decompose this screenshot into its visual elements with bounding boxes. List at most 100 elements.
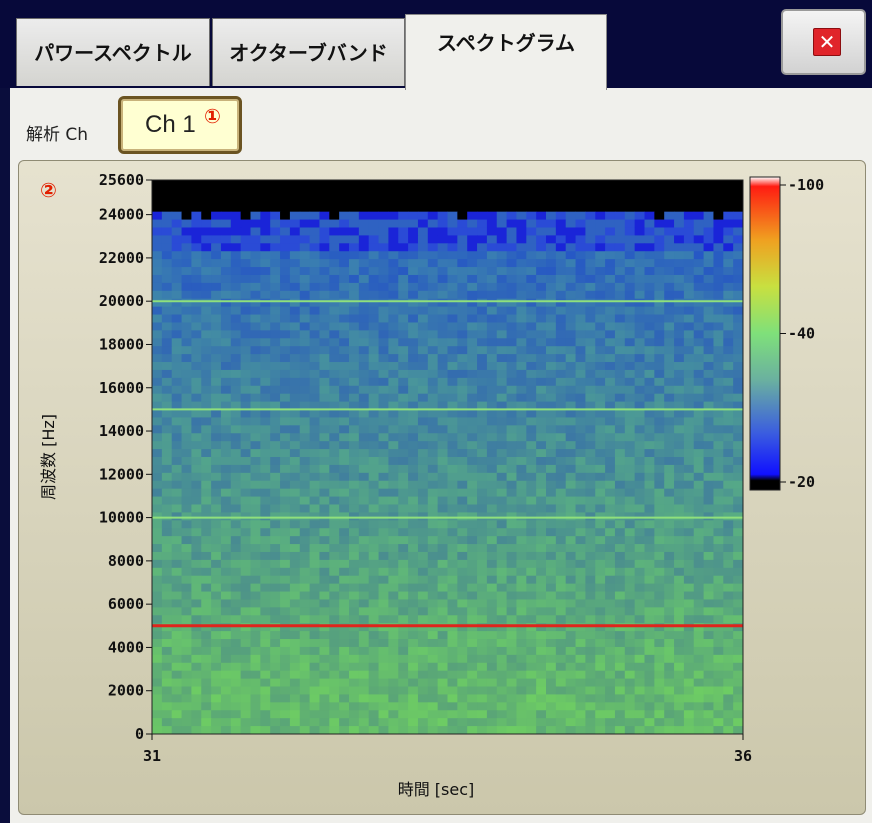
heatmap-cell — [683, 631, 695, 640]
heatmap-cell — [368, 678, 380, 688]
heatmap-cell — [526, 528, 537, 537]
heatmap-cell — [417, 488, 429, 498]
heatmap-cell — [280, 393, 291, 403]
heatmap-cell — [191, 322, 202, 331]
heatmap-cell — [358, 575, 370, 585]
channel-select-button[interactable]: Ch 1 — [118, 96, 242, 154]
x-tick-label: 36 — [734, 747, 752, 765]
heatmap-cell — [536, 362, 547, 371]
heatmap-cell — [624, 623, 636, 632]
heatmap-cell — [605, 346, 616, 355]
heatmap-cell — [713, 694, 724, 703]
heatmap-cell — [250, 441, 261, 450]
heatmap-cell — [270, 694, 281, 703]
heatmap-cell — [683, 180, 695, 189]
heatmap-cell — [408, 639, 419, 648]
heatmap-cell — [349, 203, 360, 213]
heatmap-cell — [299, 401, 311, 411]
heatmap-cell — [309, 369, 320, 379]
heatmap-cell — [723, 496, 734, 505]
heatmap-cell — [398, 670, 409, 680]
heatmap-cell — [299, 180, 311, 189]
heatmap-cell — [191, 726, 202, 735]
heatmap-cell — [201, 235, 212, 244]
heatmap-cell — [713, 575, 724, 585]
heatmap-cell — [496, 646, 508, 656]
heatmap-cell — [220, 267, 232, 276]
heatmap-cell — [220, 369, 232, 379]
heatmap-cell — [496, 306, 508, 316]
heatmap-cell — [555, 544, 567, 553]
heatmap-cell — [339, 322, 350, 331]
heatmap-cell — [457, 607, 468, 616]
heatmap-cell — [447, 599, 458, 608]
heatmap-cell — [467, 662, 478, 672]
heatmap-cell — [280, 528, 291, 537]
heatmap-cell — [191, 298, 202, 308]
heatmap-cell — [250, 496, 261, 505]
heatmap-cell — [270, 338, 281, 347]
heatmap-cell — [270, 433, 281, 442]
heatmap-cell — [260, 259, 271, 268]
heatmap-cell — [152, 211, 163, 221]
tab-power-spectrum[interactable]: パワースペクトル — [16, 18, 210, 86]
heatmap-cell — [565, 646, 577, 656]
heatmap-cell — [388, 433, 399, 442]
heatmap-cell — [398, 599, 409, 608]
heatmap-cell — [536, 639, 547, 648]
heatmap-cell — [329, 235, 340, 244]
heatmap-cell — [486, 567, 498, 577]
heatmap-cell — [201, 670, 212, 680]
heatmap-cell — [289, 274, 301, 284]
heatmap-cell — [358, 504, 370, 513]
heatmap-cell — [171, 314, 183, 323]
heatmap-cell — [358, 274, 370, 284]
y-tick-label: 24000 — [99, 206, 144, 224]
heatmap-cell — [270, 528, 281, 537]
heatmap-cell — [280, 219, 291, 228]
heatmap-cell — [733, 425, 744, 434]
heatmap-cell — [595, 726, 606, 735]
heatmap-cell — [417, 195, 429, 205]
heatmap-cell — [181, 575, 192, 585]
heatmap-cell — [624, 551, 636, 561]
heatmap-cell — [270, 211, 281, 221]
heatmap-cell — [486, 290, 498, 300]
heatmap-cell — [260, 298, 271, 308]
heatmap-cell — [319, 480, 330, 490]
tab-spectrogram[interactable]: スペクトグラム — [405, 14, 607, 90]
heatmap-cell — [211, 631, 222, 640]
heatmap-cell — [417, 583, 429, 593]
heatmap-cell — [595, 623, 606, 632]
heatmap-cell — [605, 504, 616, 513]
heatmap-cell — [496, 243, 508, 252]
heatmap-cell — [447, 551, 458, 561]
heatmap-cell — [427, 654, 439, 664]
heatmap-cell — [526, 639, 537, 648]
close-button[interactable]: ✕ — [781, 9, 866, 75]
heatmap-cell — [693, 274, 705, 284]
heatmap-cell — [201, 362, 212, 371]
heatmap-cell — [220, 536, 232, 545]
heatmap-cell — [280, 694, 291, 703]
heatmap-cell — [181, 615, 192, 624]
heatmap-cell — [713, 639, 724, 648]
heatmap-cell — [260, 346, 271, 355]
heatmap-cell — [526, 290, 537, 300]
heatmap-cell — [693, 385, 705, 395]
heatmap-cell — [644, 678, 655, 688]
heatmap-cell — [260, 599, 271, 608]
heatmap-cell — [477, 488, 488, 498]
heatmap-cell — [280, 362, 291, 371]
heatmap-cell — [299, 322, 311, 331]
heatmap-cell — [211, 702, 222, 711]
heatmap-cell — [516, 686, 527, 695]
heatmap-cell — [467, 203, 478, 213]
heatmap-cell — [703, 694, 714, 703]
heatmap-cell — [260, 631, 271, 640]
heatmap-cell — [289, 306, 301, 316]
heatmap-cell — [733, 457, 744, 466]
tab-octave-band[interactable]: オクターブバンド — [212, 18, 405, 86]
heatmap-cell — [250, 567, 261, 577]
heatmap-cell — [437, 362, 448, 371]
